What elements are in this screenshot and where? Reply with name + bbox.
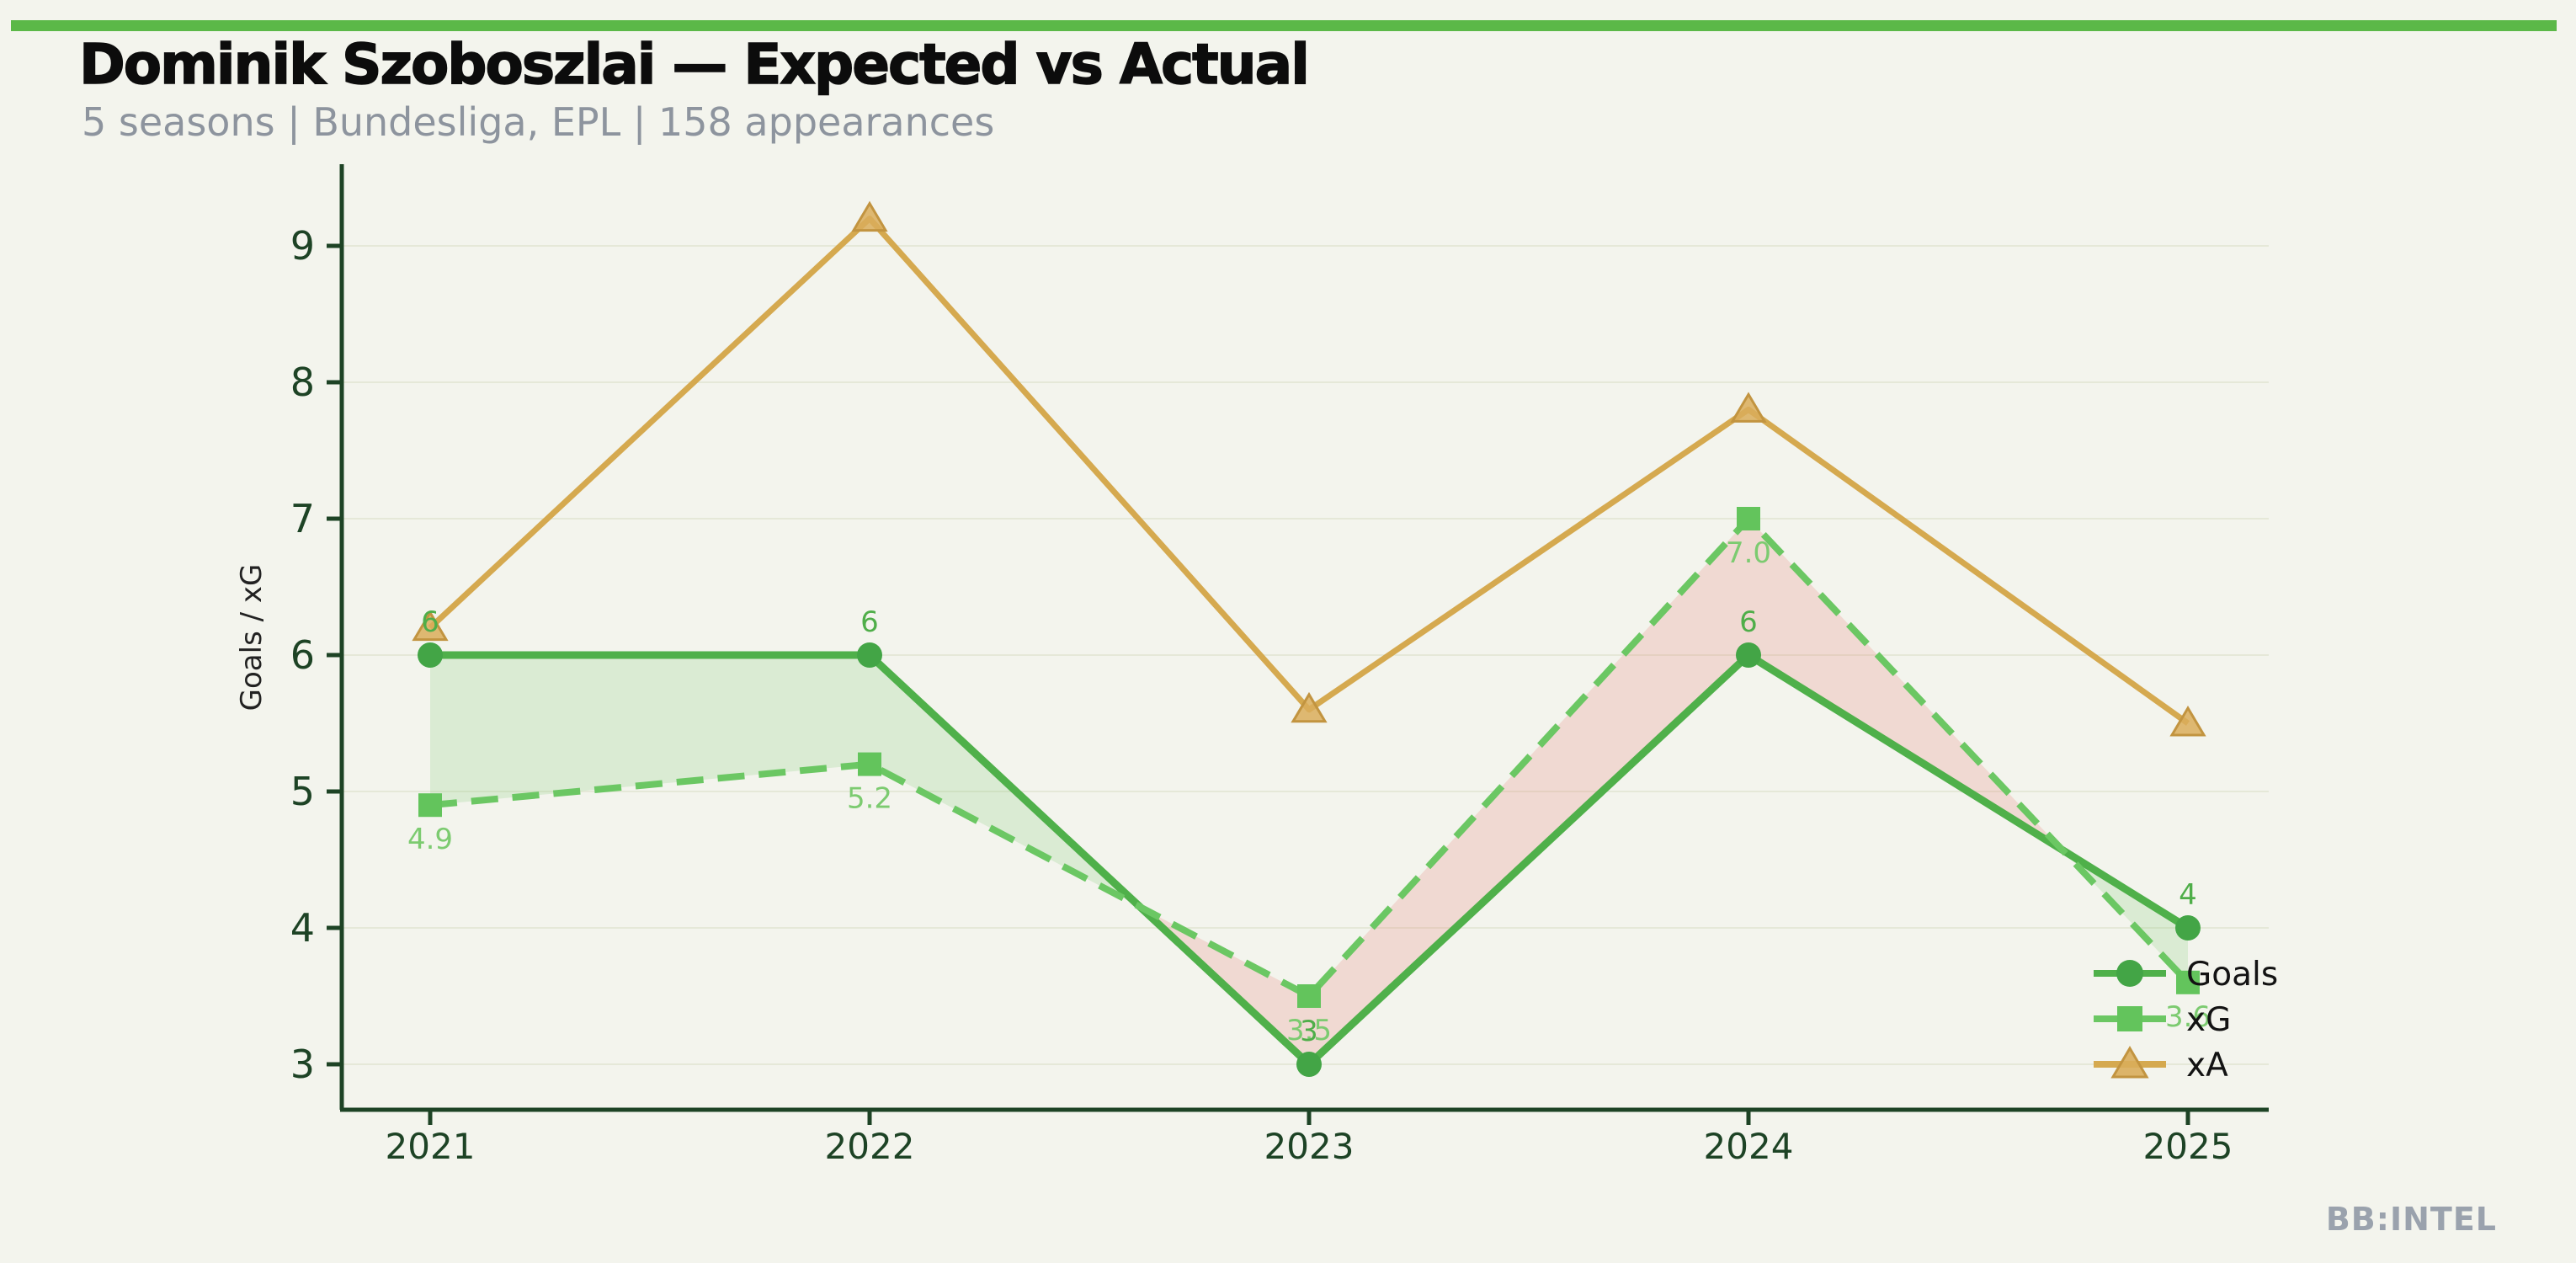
xg-point-label: 3.6 — [2165, 1000, 2211, 1034]
x-tick-label: 2022 — [825, 1126, 915, 1167]
goals-point-label: 4 — [2179, 878, 2197, 912]
goals-marker — [1296, 1052, 1322, 1077]
y-tick-label: 8 — [290, 360, 315, 405]
y-axis-title: Goals / xG — [235, 564, 269, 711]
xa-line — [428, 216, 2190, 726]
legend-xa-marker — [2110, 1046, 2149, 1079]
goals-marker — [1736, 642, 1761, 668]
page-subtitle: 5 seasons | Bundesliga, EPL | 158 appear… — [82, 99, 995, 145]
page-title: Dominik Szoboszlai — Expected vs Actual — [78, 31, 1310, 98]
xg-line — [429, 515, 2190, 999]
x-tick-label: 2023 — [1264, 1126, 1355, 1167]
y-tick-label: 5 — [290, 769, 315, 814]
xg-marker — [418, 793, 442, 818]
watermark-logo: BB:INTEL — [2325, 1201, 2497, 1238]
y-tick-label: 7 — [290, 496, 315, 541]
xg-marker — [1297, 984, 1321, 1008]
top-accent-bar — [11, 20, 2557, 31]
x-tick-label: 2024 — [1704, 1126, 1794, 1167]
goals-marker — [418, 642, 443, 668]
y-tick-label: 4 — [290, 905, 315, 951]
xa-marker — [1291, 691, 1328, 723]
xg-point-label: 4.9 — [407, 823, 453, 856]
xa-marker — [851, 200, 888, 232]
x-tick-label: 2021 — [386, 1126, 476, 1167]
xg-point-label: 7.0 — [1726, 536, 1771, 570]
goals-point-label: 6 — [860, 605, 879, 639]
goals-point-label: 6 — [421, 605, 439, 639]
xg-point-label: 3.5 — [1286, 1014, 1332, 1047]
legend-label-xa: xA — [2186, 1047, 2228, 1084]
xg-marker — [858, 752, 881, 776]
overperformance-fill — [430, 655, 1141, 908]
y-tick-label: 3 — [290, 1042, 315, 1087]
goals-marker — [2175, 915, 2201, 941]
overperformance-fill — [2062, 850, 2188, 983]
y-tick-label: 6 — [290, 632, 315, 678]
x-tick-label: 2025 — [2143, 1126, 2233, 1167]
xa-marker — [412, 610, 449, 642]
legend-goals-marker — [2116, 960, 2143, 987]
legend-xg-marker — [2117, 1006, 2142, 1031]
xg-marker — [2176, 970, 2200, 994]
xg-marker — [1737, 507, 1760, 530]
legend-label-xg: xG — [2186, 1001, 2231, 1039]
xa-marker — [2169, 706, 2206, 737]
goals-point-label: 3 — [1300, 1015, 1318, 1048]
goals-point-label: 6 — [1739, 605, 1758, 639]
goals-marker — [857, 642, 882, 668]
legend-label-goals: Goals — [2186, 956, 2278, 994]
xg-point-label: 5.2 — [847, 782, 892, 816]
y-tick-label: 9 — [290, 223, 315, 269]
xa-marker — [1730, 392, 1767, 423]
